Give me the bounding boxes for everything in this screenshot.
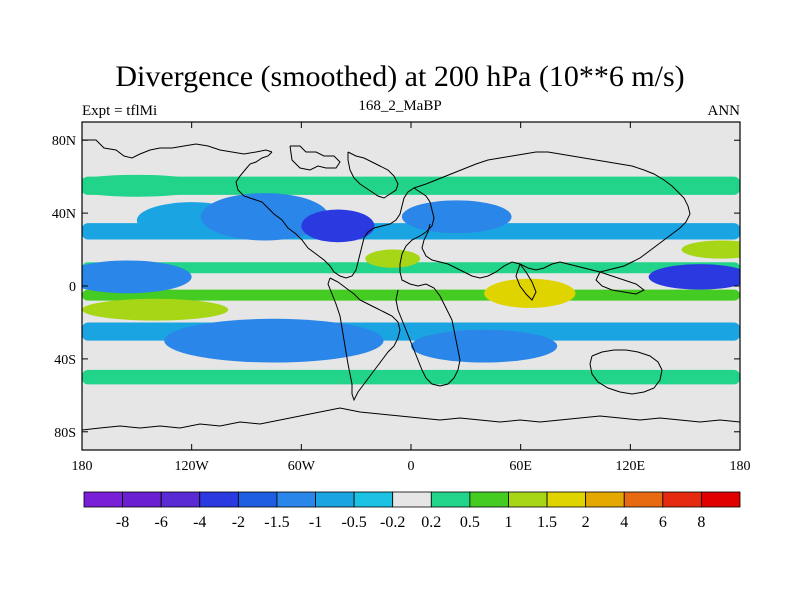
colorbar-box	[546, 491, 587, 508]
contour-region-1	[82, 260, 192, 294]
x-tick-label: 60E	[509, 459, 532, 474]
field-band-5	[82, 369, 740, 385]
colorbar-box	[83, 491, 123, 508]
colorbar-box	[430, 491, 471, 508]
coastline-arctic-islands	[289, 145, 341, 171]
contour-region-5	[401, 200, 512, 234]
contour-region-3	[200, 193, 329, 241]
coastline-antarctica	[82, 407, 740, 431]
center-string: 168_2_MaBP	[358, 98, 442, 114]
contour-region-8	[648, 264, 740, 290]
contour-region-7	[411, 329, 558, 363]
contour-region-6	[164, 318, 384, 363]
x-tick-label: 60W	[288, 459, 316, 474]
colorbar-box	[392, 491, 432, 508]
coastline-india	[515, 263, 537, 301]
left-string: Expt = tflMi	[82, 103, 158, 119]
coastline-asia	[421, 151, 691, 279]
field-band-2	[82, 262, 740, 274]
coastline-south-america	[327, 277, 401, 402]
y-tick-label: 80N	[52, 134, 76, 149]
colorbar-label: -6	[155, 514, 168, 531]
colorbar: -8 -6 -4 -2 -1.5 -1 -0.5 -0.2 0.2 0.5 1 1.5 2 4 6 8	[83, 491, 741, 531]
y-tick-label: 80S	[54, 426, 76, 441]
y-tick-label: 0	[69, 280, 76, 295]
colorbar-box	[701, 491, 741, 508]
colorbar-box	[353, 491, 394, 508]
contour-region-13	[365, 249, 421, 268]
coastline-europe-africa	[395, 187, 461, 387]
colorbar-box	[623, 491, 664, 508]
colorbar-label: -1.5	[264, 514, 289, 531]
colorbar-box	[508, 491, 548, 508]
colorbar-label: 4	[620, 514, 628, 531]
colorbar-label: 1.5	[537, 514, 557, 531]
colorbar-label: 6	[659, 514, 667, 531]
coastline-australia	[589, 349, 663, 395]
colorbar-box	[237, 491, 278, 508]
x-tick-label: 180	[730, 459, 751, 474]
colorbar-label: -0.5	[341, 514, 366, 531]
coastline-alaska	[82, 139, 273, 159]
colorbar-box	[585, 491, 625, 508]
colorbar-label: 8	[697, 514, 705, 531]
axes: 180 120W 60W 0 60E 120E 180 80N 40N 0 40S 80S	[52, 122, 751, 474]
colorbar-box	[276, 491, 316, 508]
contour-region-11	[82, 174, 210, 197]
x-tick-label: 120E	[616, 459, 646, 474]
right-string: ANN	[707, 103, 741, 119]
colorbar-label: -4	[193, 514, 206, 531]
coastline-indonesia	[595, 271, 645, 295]
contour-region-4	[301, 209, 375, 243]
colorbar-label: -8	[116, 514, 129, 531]
x-tick-label: 180	[72, 459, 93, 474]
contour-field	[82, 122, 740, 450]
colorbar-box	[122, 491, 162, 508]
y-tick-label: 40S	[54, 353, 76, 368]
colorbar-label: -0.2	[380, 514, 405, 531]
colorbar-label: 0.2	[421, 514, 441, 531]
colorbar-label: -1	[309, 514, 322, 531]
contour-region-9	[82, 298, 229, 321]
y-tick-label: 40N	[52, 207, 76, 222]
colorbar-label: 0.5	[460, 514, 480, 531]
colorbar-label: 2	[582, 514, 590, 531]
field-band-3	[82, 289, 740, 301]
colorbar-box	[469, 491, 509, 508]
colorbar-box	[160, 491, 201, 508]
x-tick-label: 0	[408, 459, 415, 474]
coastline-greenland	[347, 151, 399, 199]
colorbar-box	[662, 491, 702, 508]
coastline-north-america	[235, 151, 427, 279]
colorbar-label: 1	[504, 514, 512, 531]
chart-title: Divergence (smoothed) at 200 hPa (10**6 …	[115, 60, 685, 93]
colorbar-box	[199, 491, 239, 508]
contour-region-10	[484, 278, 576, 308]
x-tick-label: 120W	[175, 459, 210, 474]
colorbar-box	[315, 491, 355, 508]
coastlines	[82, 139, 740, 431]
contour-region-12	[681, 240, 740, 259]
colorbar-label: -2	[232, 514, 245, 531]
field-band-0	[82, 176, 740, 195]
